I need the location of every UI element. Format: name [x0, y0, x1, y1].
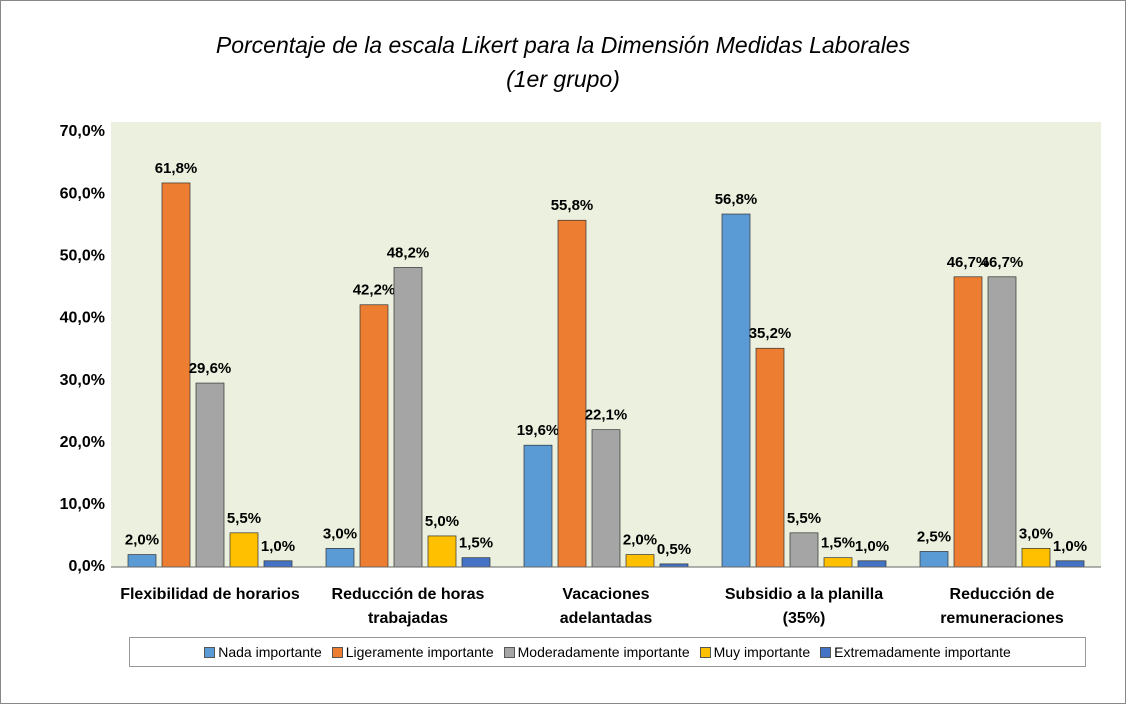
legend: Nada importante Ligeramente importante Mod…	[129, 637, 1086, 667]
legend-label: Moderadamente importante	[517, 644, 690, 660]
legend-label: Nada importante	[218, 644, 322, 660]
bar	[857, 560, 887, 568]
legend-item: Nada importante	[204, 644, 322, 660]
bar	[1021, 548, 1051, 568]
legend-item: Extremadamente importante	[820, 644, 1011, 660]
bar	[161, 182, 191, 568]
value-label: 2,5%	[917, 528, 951, 545]
bar	[625, 554, 655, 568]
value-label: 1,5%	[459, 535, 493, 552]
value-label: 42,2%	[353, 282, 396, 299]
bar	[229, 532, 259, 568]
y-tick-label: 50,0%	[60, 248, 105, 265]
bar	[919, 551, 949, 568]
bar	[359, 304, 389, 568]
x-tick-label: Vacaciones adelantadas	[559, 586, 653, 627]
bar	[953, 276, 983, 568]
bar	[263, 560, 293, 568]
value-label: 1,0%	[855, 538, 889, 555]
value-label: 46,7%	[947, 254, 990, 271]
bar	[557, 219, 587, 568]
value-label: 1,0%	[261, 538, 295, 555]
value-label: 1,5%	[821, 535, 855, 552]
x-tick-label: Subsidio a la planilla (35%)	[724, 586, 884, 627]
y-tick-label: 70,0%	[60, 123, 105, 140]
y-tick-label: 30,0%	[60, 372, 105, 389]
y-tick-label: 20,0%	[60, 434, 105, 451]
bar	[461, 557, 491, 568]
bar	[591, 429, 621, 568]
legend-label: Ligeramente importante	[345, 644, 494, 660]
value-label: 61,8%	[155, 160, 198, 177]
value-label: 0,5%	[657, 541, 691, 558]
value-label: 5,5%	[787, 510, 821, 527]
y-tick-label: 60,0%	[60, 185, 105, 202]
bar	[823, 557, 853, 568]
legend-swatch	[331, 646, 343, 658]
legend-swatch	[820, 646, 832, 658]
legend-swatch	[204, 646, 216, 658]
value-label: 48,2%	[387, 244, 430, 261]
bar	[755, 347, 785, 568]
bar	[127, 554, 157, 568]
value-label: 46,7%	[981, 254, 1024, 271]
value-label: 5,5%	[227, 510, 261, 527]
chart-title: Porcentaje de la escala Likert para la D…	[216, 32, 911, 58]
legend-swatch	[699, 646, 711, 658]
value-label: 19,6%	[517, 422, 560, 439]
value-label: 3,0%	[323, 525, 357, 542]
bar	[987, 276, 1017, 568]
value-label: 2,0%	[623, 532, 657, 549]
bar	[789, 532, 819, 568]
bar	[325, 548, 355, 568]
value-label: 5,0%	[425, 513, 459, 530]
bar	[427, 535, 457, 568]
value-label: 56,8%	[715, 191, 758, 208]
value-label: 22,1%	[585, 407, 628, 424]
bar	[1055, 560, 1085, 568]
y-tick-label: 10,0%	[60, 496, 105, 513]
x-tick-label: Reducción de horas trabajadas	[331, 586, 485, 627]
legend-item: Moderadamente importante	[503, 644, 690, 660]
y-tick-label: 40,0%	[60, 310, 105, 327]
legend-swatch	[503, 646, 515, 658]
bar	[523, 444, 553, 568]
bar	[721, 213, 751, 568]
legend-item: Muy importante	[699, 644, 811, 660]
value-label: 35,2%	[749, 325, 792, 342]
x-tick-label: Reducción de remuneraciones	[940, 586, 1064, 627]
value-label: 29,6%	[189, 360, 232, 377]
legend-label: Extremadamente importante	[834, 644, 1011, 660]
x-tick-label: Flexibilidad de horarios	[120, 586, 300, 603]
legend-label: Muy importante	[713, 644, 811, 660]
value-label: 55,8%	[551, 197, 594, 214]
legend-item: Ligeramente importante	[331, 644, 494, 660]
bar	[195, 382, 225, 568]
value-label: 1,0%	[1053, 538, 1087, 555]
value-label: 3,0%	[1019, 525, 1053, 542]
bar	[393, 267, 423, 568]
chart-title: (1er grupo)	[506, 66, 620, 92]
y-tick-label: 0,0%	[69, 558, 105, 575]
value-label: 2,0%	[125, 532, 159, 549]
